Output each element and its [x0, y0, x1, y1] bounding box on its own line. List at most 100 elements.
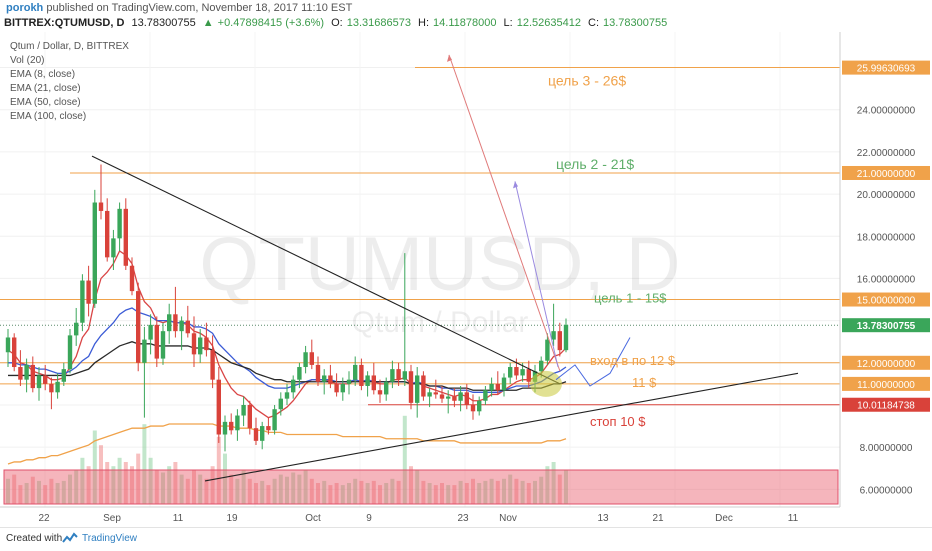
price-tick: 8.00000000: [860, 443, 913, 454]
annotation-text: цель 3 - 26$: [548, 73, 626, 89]
author-link[interactable]: porokh: [6, 2, 44, 14]
candle-body: [123, 208, 128, 266]
ema-line: [7, 423, 567, 465]
candle-body: [371, 375, 376, 391]
high-label: H:: [418, 17, 430, 29]
time-tick: 9: [366, 513, 372, 524]
candle-body: [452, 396, 457, 401]
volume-bar: [86, 466, 91, 504]
arrow-head: [447, 54, 452, 62]
volume-bar: [80, 457, 85, 504]
volume-bar: [123, 462, 128, 504]
candle-body: [210, 350, 215, 380]
volume-bar: [303, 470, 308, 504]
candle-body: [30, 364, 35, 389]
legend-item[interactable]: Vol (20): [10, 55, 45, 66]
candle-body: [284, 392, 290, 399]
annotation-text: 11 $: [632, 375, 657, 390]
candle-body: [167, 314, 172, 332]
legend-item[interactable]: EMA (21, close): [10, 83, 81, 94]
candle-body: [396, 369, 401, 380]
candle-body: [551, 331, 556, 340]
candle-body: [508, 367, 513, 378]
volume-bar: [409, 466, 413, 504]
volume-bar: [384, 483, 389, 504]
candle-body: [179, 320, 184, 332]
volume-bar: [291, 472, 296, 504]
volume-bar: [427, 483, 432, 504]
tradingview-link[interactable]: TradingView: [82, 533, 138, 544]
volume-bar: [92, 430, 97, 504]
candle-body: [86, 280, 91, 304]
candle-body: [464, 392, 469, 405]
price-tick: 6.00000000: [860, 485, 913, 496]
volume-bar: [61, 480, 66, 504]
close-label: C:: [588, 17, 600, 29]
candle-body: [24, 364, 29, 380]
volume-bar: [43, 485, 48, 504]
candle-body: [439, 394, 445, 399]
volume-bar: [359, 480, 364, 504]
level-badge: [842, 397, 930, 412]
annotations: цель 3 - 26$ цель 2 - 21$ цель 1 - 15$ вход…: [548, 73, 676, 430]
candle-body: [105, 210, 110, 258]
volume-bar: [502, 478, 506, 504]
candle-body: [433, 392, 438, 395]
candle-body: [377, 390, 383, 395]
legend-item[interactable]: EMA (8, close): [10, 69, 76, 80]
time-tick: 11: [173, 513, 184, 524]
volume-bar: [402, 415, 407, 504]
candle-body: [545, 339, 550, 361]
volume-bar: [309, 478, 314, 504]
last-price: 13.78300755: [131, 17, 196, 29]
candle-body: [36, 375, 42, 389]
volume-bar: [229, 474, 234, 504]
candle-body: [160, 331, 166, 359]
low-label: L:: [503, 17, 513, 29]
volume-bar: [167, 466, 172, 504]
volume-bar: [508, 474, 513, 504]
candle-body: [12, 337, 17, 368]
candle-body: [501, 377, 507, 391]
candle-body: [5, 337, 11, 353]
price-tick: 21.00000000: [857, 169, 916, 180]
candle-body: [229, 421, 234, 431]
candle-body: [470, 404, 476, 412]
candle-body: [185, 320, 190, 334]
projection-path: [555, 337, 631, 387]
candle-body: [557, 331, 562, 351]
candle-body: [222, 421, 228, 435]
candle-body: [272, 409, 277, 431]
volume-bar: [192, 470, 196, 504]
candle-body: [446, 396, 451, 399]
volume-bar: [285, 476, 289, 504]
candle-body: [334, 383, 339, 393]
time-tick: 13: [597, 513, 609, 524]
candle-body: [402, 371, 407, 380]
candle-body: [495, 383, 500, 391]
indicator-legend: Qtum / Dollar, D, BITTREX Vol (20) EMA (…: [10, 40, 129, 124]
trendline-upper: [91, 155, 561, 385]
volume-bar: [142, 424, 147, 504]
price-tick: 25.99630693: [857, 64, 916, 75]
candle-body: [74, 322, 79, 336]
candle-body: [67, 335, 73, 370]
level-badge: [842, 376, 930, 391]
time-tick: Oct: [305, 513, 321, 524]
volume-bar: [489, 478, 494, 504]
volume-bar: [266, 485, 271, 504]
volume-bar: [37, 480, 41, 504]
candle-body: [483, 390, 488, 401]
candle-body: [458, 392, 463, 401]
time-tick: Sep: [103, 513, 121, 524]
symbol-label: BITTREX:QTUMUSD, D: [4, 17, 125, 29]
footer-bar: Created with TradingView: [0, 527, 932, 551]
price-tick: 15.00000000: [857, 296, 916, 307]
price-chart[interactable]: QTUMUSD, D Qtum / Dollar цель 3 - 26$цел…: [0, 32, 932, 526]
volume-bar: [161, 472, 165, 504]
legend-item[interactable]: EMA (50, close): [10, 97, 81, 108]
legend-item[interactable]: EMA (100, close): [10, 111, 87, 122]
price-scale: 25.99630693 24.00000000 22.00000000 21.0000…: [842, 60, 930, 496]
ohlc-bar: BITTREX:QTUMUSD, D 13.78300755 ▲ +0.47898…: [4, 17, 671, 29]
volume-bar: [241, 470, 246, 504]
